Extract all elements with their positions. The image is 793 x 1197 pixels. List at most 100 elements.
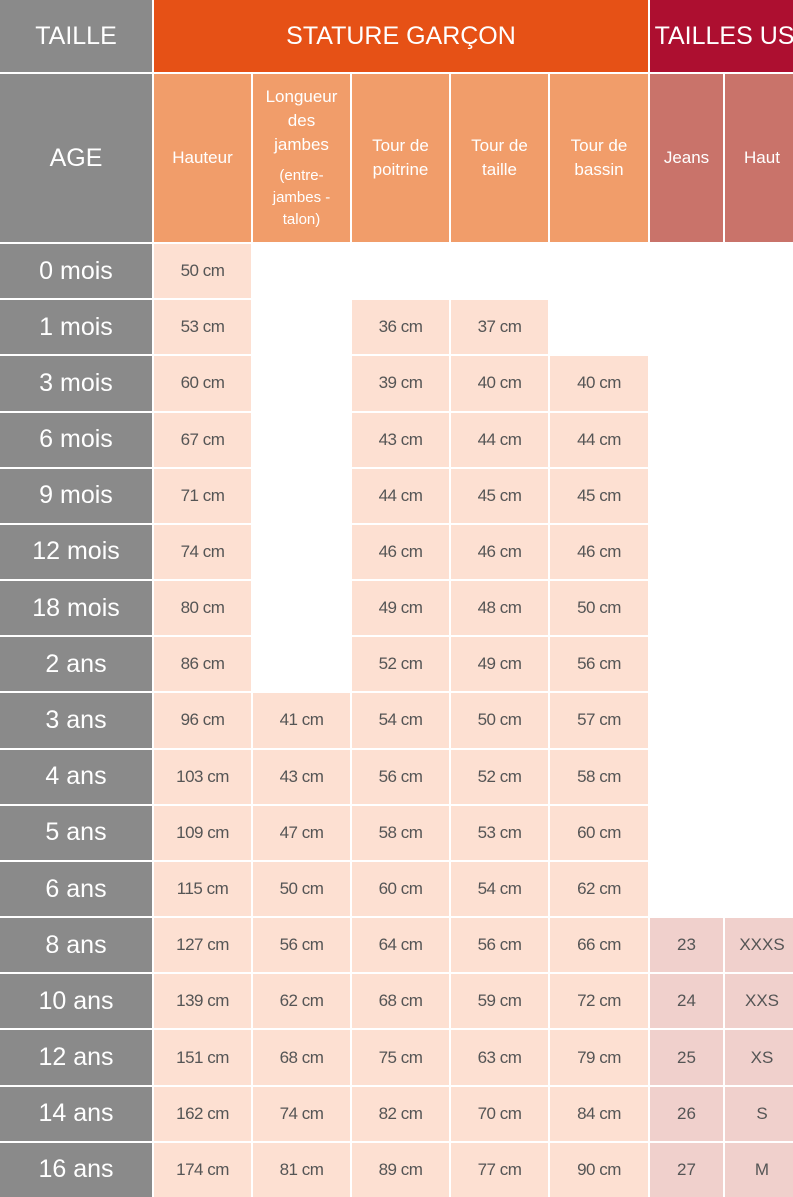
measure-cell: 46 cm <box>352 524 449 580</box>
age-cell: 10 ans <box>0 974 152 1029</box>
measure-cell: 115 cm <box>154 861 251 917</box>
measure-cell: 52 cm <box>451 749 548 804</box>
measure-cell: 44 cm <box>352 468 449 523</box>
empty-cell <box>725 693 793 748</box>
header-stature-garcon: STATURE GARÇON <box>154 0 648 72</box>
age-cell: 6 mois <box>0 412 152 467</box>
measure-cell: 56 cm <box>451 918 548 973</box>
measure-cell: 49 cm <box>451 637 548 692</box>
empty-cell <box>725 805 793 860</box>
measure-cell: 40 cm <box>451 356 548 411</box>
us-size-cell: 25 <box>650 1030 723 1085</box>
measure-cell: 56 cm <box>253 918 350 973</box>
subheader-longueur: Longueur des jambes (entre-jambes - talo… <box>253 74 350 242</box>
us-size-cell: 23 <box>650 918 723 973</box>
bassin-label: Tour de bassin <box>570 136 628 179</box>
measure-cell: 47 cm <box>253 805 350 860</box>
header-tailles-us: TAILLES US <box>650 0 793 72</box>
measure-cell: 66 cm <box>550 918 648 973</box>
measure-cell: 64 cm <box>352 918 449 973</box>
measure-cell: 62 cm <box>253 974 350 1029</box>
empty-cell <box>650 244 723 299</box>
subheader-jeans: Jeans <box>650 74 723 242</box>
measure-cell: 52 cm <box>352 637 449 692</box>
measure-cell: 53 cm <box>451 805 548 860</box>
age-cell: 2 ans <box>0 637 152 692</box>
measure-cell: 70 cm <box>451 1086 548 1141</box>
empty-cell <box>725 244 793 299</box>
measure-cell: 57 cm <box>550 693 648 748</box>
measure-cell: 41 cm <box>253 693 350 748</box>
measure-cell: 54 cm <box>451 861 548 917</box>
measure-cell: 74 cm <box>154 524 251 580</box>
us-size-cell: XXS <box>725 974 793 1029</box>
measure-cell: 84 cm <box>550 1086 648 1141</box>
header-taille: TAILLE <box>0 0 152 72</box>
measure-cell: 80 cm <box>154 581 251 636</box>
measure-cell: 48 cm <box>451 581 548 636</box>
empty-cell <box>650 356 723 411</box>
measure-cell: 39 cm <box>352 356 449 411</box>
measure-cell: 44 cm <box>451 412 548 467</box>
measure-cell: 86 cm <box>154 637 251 692</box>
age-cell: 18 mois <box>0 581 152 636</box>
us-size-cell: XXXS <box>725 918 793 973</box>
measure-cell: 63 cm <box>451 1030 548 1085</box>
measure-cell: 43 cm <box>352 412 449 467</box>
empty-cell <box>253 244 350 299</box>
empty-cell <box>650 524 723 580</box>
measure-cell: 72 cm <box>550 974 648 1029</box>
measure-cell: 60 cm <box>550 805 648 860</box>
measure-cell: 151 cm <box>154 1030 251 1085</box>
empty-cell <box>253 637 350 692</box>
empty-cell <box>650 581 723 636</box>
measure-cell: 59 cm <box>451 974 548 1029</box>
measure-cell: 62 cm <box>550 861 648 917</box>
empty-cell <box>451 244 548 299</box>
measure-cell: 58 cm <box>550 749 648 804</box>
empty-cell <box>725 356 793 411</box>
empty-cell <box>253 356 350 411</box>
subheader-bassin: Tour de bassin <box>550 74 648 242</box>
measure-cell: 58 cm <box>352 805 449 860</box>
us-size-cell: 24 <box>650 974 723 1029</box>
measure-cell: 174 cm <box>154 1142 251 1197</box>
empty-cell <box>650 637 723 692</box>
empty-cell <box>725 524 793 580</box>
age-cell: 3 ans <box>0 693 152 748</box>
measure-cell: 68 cm <box>352 974 449 1029</box>
empty-cell <box>253 300 350 355</box>
measure-cell: 54 cm <box>352 693 449 748</box>
empty-cell <box>650 468 723 523</box>
us-size-cell: XS <box>725 1030 793 1085</box>
subheader-poitrine: Tour de poitrine <box>352 74 449 242</box>
measure-cell: 68 cm <box>253 1030 350 1085</box>
measure-cell: 109 cm <box>154 805 251 860</box>
age-cell: 6 ans <box>0 861 152 917</box>
age-cell: 9 mois <box>0 468 152 523</box>
measure-cell: 67 cm <box>154 412 251 467</box>
measure-cell: 127 cm <box>154 918 251 973</box>
measure-cell: 71 cm <box>154 468 251 523</box>
measure-cell: 60 cm <box>352 861 449 917</box>
empty-cell <box>650 805 723 860</box>
measure-cell: 75 cm <box>352 1030 449 1085</box>
empty-cell <box>650 693 723 748</box>
measure-cell: 90 cm <box>550 1142 648 1197</box>
age-cell: 12 mois <box>0 524 152 580</box>
measure-cell: 53 cm <box>154 300 251 355</box>
longueur-label: Longueur des jambes <box>265 87 338 154</box>
longueur-note: (entre-jambes - talon) <box>272 167 331 228</box>
measure-cell: 103 cm <box>154 749 251 804</box>
age-cell: 12 ans <box>0 1030 152 1085</box>
empty-cell <box>253 412 350 467</box>
empty-cell <box>352 244 449 299</box>
measure-cell: 81 cm <box>253 1142 350 1197</box>
empty-cell <box>253 581 350 636</box>
age-cell: 0 mois <box>0 244 152 299</box>
subheader-taille: Tour de taille <box>451 74 548 242</box>
measure-cell: 50 cm <box>253 861 350 917</box>
measure-cell: 49 cm <box>352 581 449 636</box>
subheader-haut: Haut <box>725 74 793 242</box>
